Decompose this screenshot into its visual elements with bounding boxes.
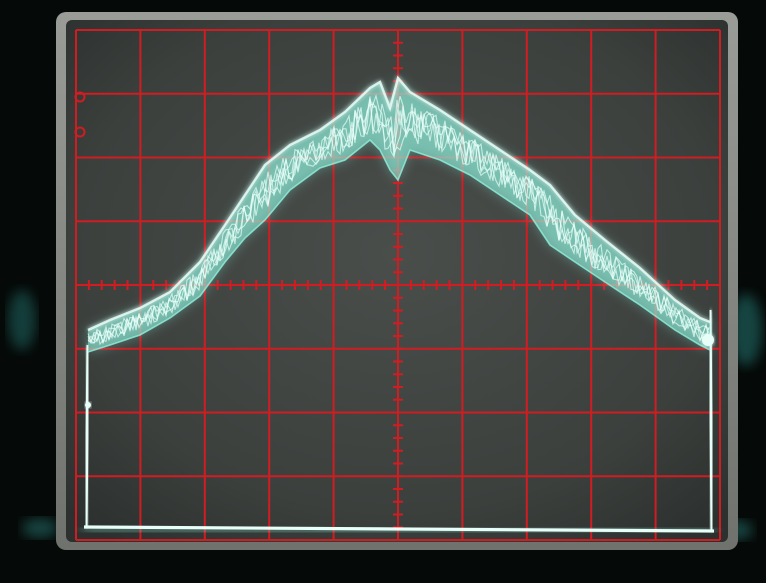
trace-upper-edge <box>87 75 711 332</box>
left-bottom-reflection <box>22 518 58 538</box>
graticule <box>75 29 721 541</box>
reference-marker-2 <box>74 126 86 138</box>
trace-envelope <box>88 78 710 352</box>
left-reflection <box>8 290 36 350</box>
trace-lower-edge <box>87 138 711 353</box>
trace-noise <box>87 96 710 344</box>
right-edge-trace <box>708 309 714 531</box>
left-edge-trace <box>84 344 90 528</box>
reference-markers <box>74 91 86 138</box>
right-corner-spot <box>702 334 714 346</box>
reference-marker-1 <box>74 91 86 103</box>
signal-trace <box>83 75 715 536</box>
baseline-trace <box>83 525 715 533</box>
left-edge-spot <box>85 402 91 408</box>
trace-noise <box>87 99 710 345</box>
